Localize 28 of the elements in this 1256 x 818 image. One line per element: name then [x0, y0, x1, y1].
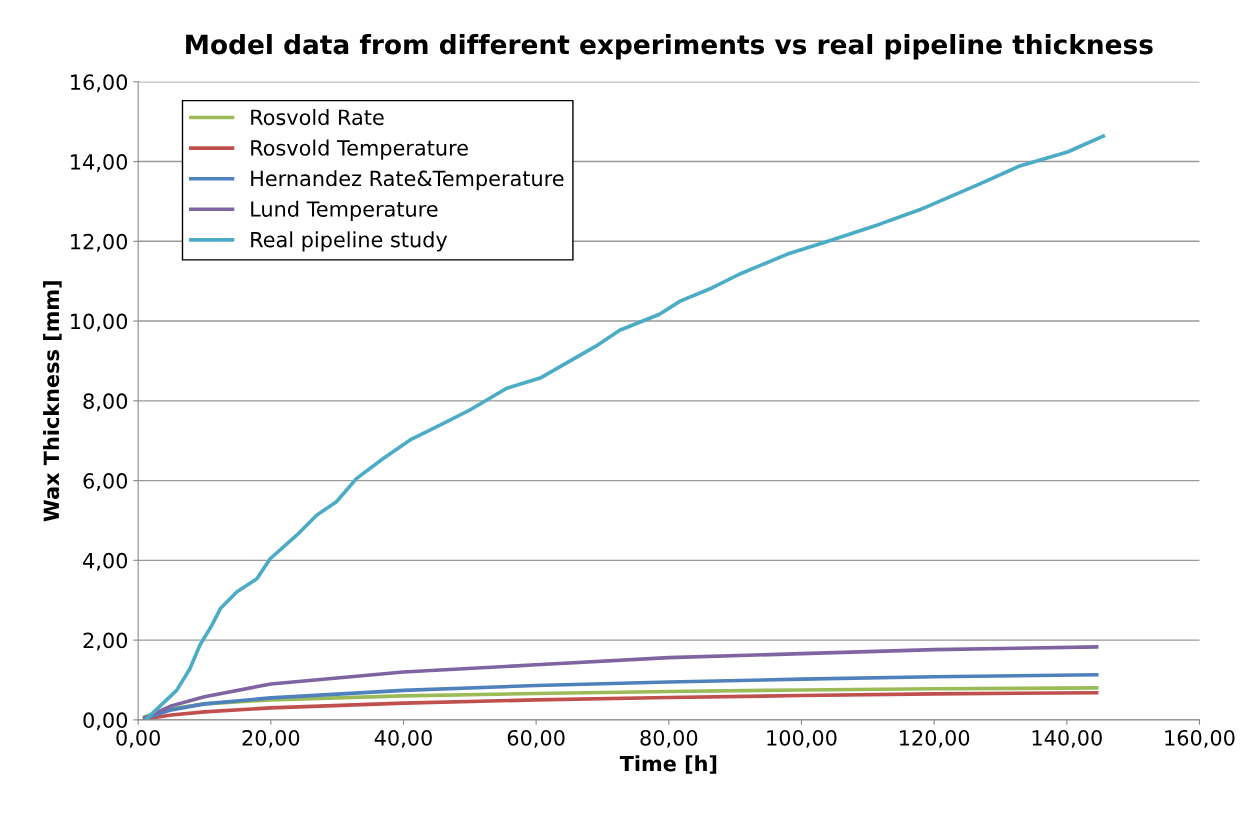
x-tick-label: 100,00 [767, 729, 837, 748]
x-tick-label: 60,00 [507, 729, 565, 748]
y-tick-label: 16,00 [71, 74, 128, 93]
legend-label: Rosvold Temperature [251, 139, 468, 160]
x-axis-title: Time [h] [619, 755, 717, 774]
legend-label: Lund Temperature [251, 200, 438, 221]
y-tick-label: 6,00 [83, 473, 128, 491]
x-tick-label: 160,00 [1165, 729, 1235, 748]
y-tick-label: 10,00 [71, 313, 128, 332]
y-tick-label: 8,00 [83, 393, 128, 412]
x-tick-label: 80,00 [640, 729, 698, 748]
line-series [144, 134, 1106, 720]
y-tick-label: 4,00 [83, 552, 128, 571]
y-tick-label: 14,00 [71, 154, 128, 172]
y-axis-title: Wax Thickness [mm] [43, 281, 62, 522]
x-tick-label: 20,00 [242, 729, 300, 748]
x-tick-label: 40,00 [374, 729, 432, 748]
x-tick-label: 0,00 [116, 729, 160, 748]
legend-label: Hernandez Rate&Temperature [251, 170, 564, 191]
legend-label: Real pipeline study [251, 231, 448, 252]
legend-label: Rosvold Rate [251, 109, 384, 126]
chart-title: Model data from different experiments vs real pipeline thickness [186, 33, 1153, 60]
line-series [142, 645, 1099, 720]
y-tick-label: 12,00 [71, 233, 128, 252]
y-tick-label: 0,00 [83, 712, 128, 731]
x-tick-label: 120,00 [899, 729, 970, 748]
x-tick-label: 140,00 [1032, 729, 1102, 748]
y-tick-label: 2,00 [83, 632, 128, 651]
